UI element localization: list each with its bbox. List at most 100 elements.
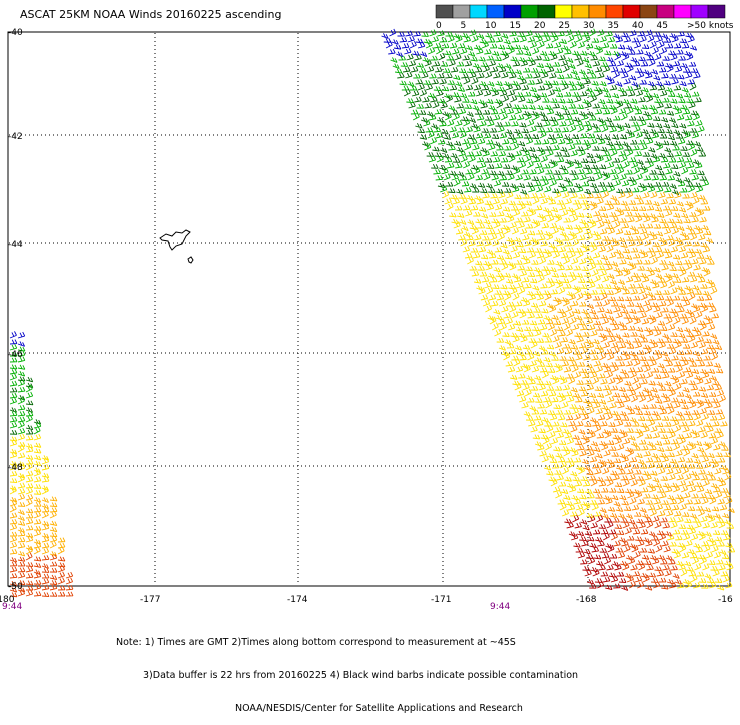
wind-barb xyxy=(620,51,628,57)
wind-barb xyxy=(497,86,506,92)
wind-barb xyxy=(658,191,666,199)
wind-barb xyxy=(415,38,424,44)
wind-barb xyxy=(25,536,34,543)
wind-barb xyxy=(716,559,724,565)
wind-barb xyxy=(603,135,611,141)
note-line-2: 3)Data buffer is 22 hrs from 20160225 4)… xyxy=(143,670,579,681)
wind-barb xyxy=(687,120,695,127)
wind-barb xyxy=(586,111,594,117)
wind-barb xyxy=(443,134,452,140)
wind-barb xyxy=(708,432,717,439)
wind-barb xyxy=(646,160,654,169)
wind-barb xyxy=(529,125,537,133)
wind-barb xyxy=(711,313,720,319)
wind-barb xyxy=(643,365,651,373)
wind-barb xyxy=(708,323,716,331)
wind-barb xyxy=(617,125,625,133)
wind-barb xyxy=(642,299,651,307)
wind-barb xyxy=(586,193,594,199)
wind-barb xyxy=(604,155,612,163)
wind-barb xyxy=(707,302,715,308)
wind-barb xyxy=(9,561,18,567)
wind-barb xyxy=(519,78,527,85)
wind-barb xyxy=(496,294,505,301)
wind-barb xyxy=(668,50,676,56)
wind-barb xyxy=(637,581,645,589)
wind-barb xyxy=(561,169,569,175)
wind-barb xyxy=(615,36,624,43)
wind-barb xyxy=(508,200,517,206)
wind-barb xyxy=(695,399,703,405)
wind-barb xyxy=(473,211,481,217)
wind-barb xyxy=(25,424,34,431)
wind-barb xyxy=(672,573,680,579)
wind-barb xyxy=(612,240,620,247)
wind-barb xyxy=(660,517,668,523)
wind-barb xyxy=(9,580,18,587)
wind-barb xyxy=(606,564,614,571)
wind-barb xyxy=(654,98,662,104)
wind-barb xyxy=(680,568,688,577)
wind-barb xyxy=(694,207,702,214)
wind-barb xyxy=(628,200,637,205)
wind-barb xyxy=(438,98,446,104)
wind-barb xyxy=(426,151,435,157)
wind-barb xyxy=(545,83,553,91)
wind-barb xyxy=(579,450,587,457)
wind-barb xyxy=(528,420,536,427)
wind-barb xyxy=(625,129,633,135)
wind-barb xyxy=(647,394,654,403)
wind-barb xyxy=(672,295,681,301)
wind-barb xyxy=(688,61,697,67)
wind-barb xyxy=(657,170,665,176)
wind-barb xyxy=(462,97,470,103)
wind-barb xyxy=(504,63,512,69)
wind-barb xyxy=(710,333,718,340)
wind-barb xyxy=(495,80,503,87)
wind-barb xyxy=(688,292,696,301)
wind-barb xyxy=(692,326,700,333)
wind-barb xyxy=(9,364,18,370)
wind-barb xyxy=(574,522,582,529)
wind-barb xyxy=(492,239,500,247)
wind-barb xyxy=(17,509,25,516)
wind-barb xyxy=(469,183,477,189)
wind-barb xyxy=(465,126,473,133)
wind-barb xyxy=(659,533,667,541)
wind-barb xyxy=(697,361,706,367)
wind-barb xyxy=(628,389,637,397)
wind-barb xyxy=(584,101,592,109)
wind-barb xyxy=(634,469,642,475)
wind-barb xyxy=(627,491,635,499)
wind-barb xyxy=(599,399,607,405)
wind-barb xyxy=(554,385,563,391)
wind-barb xyxy=(450,194,458,200)
wind-barb xyxy=(544,337,553,343)
wind-barb xyxy=(477,223,486,229)
wind-barb xyxy=(622,248,631,254)
wind-barb xyxy=(673,212,681,218)
wind-barb xyxy=(673,442,681,451)
wind-barb xyxy=(659,259,667,265)
wind-barb xyxy=(707,368,716,374)
wind-barb xyxy=(518,286,526,295)
wind-barb xyxy=(692,112,700,121)
wind-barb xyxy=(606,140,614,147)
wind-barb xyxy=(440,185,448,193)
wind-barb xyxy=(450,152,458,159)
wind-barb xyxy=(618,342,627,349)
wind-barb xyxy=(613,220,621,229)
wind-barb xyxy=(487,81,495,87)
wind-barb xyxy=(559,356,567,361)
wind-barb xyxy=(661,73,669,79)
wind-barb xyxy=(455,120,463,127)
wind-barb xyxy=(654,290,662,296)
wind-barb xyxy=(687,398,695,404)
wind-barb xyxy=(555,452,563,459)
lat-label: -48 xyxy=(8,463,23,473)
wind-barb xyxy=(685,581,693,589)
wind-barb xyxy=(636,159,644,166)
wind-barb xyxy=(625,555,634,561)
wind-barb xyxy=(583,120,591,127)
wind-barb xyxy=(576,104,584,110)
